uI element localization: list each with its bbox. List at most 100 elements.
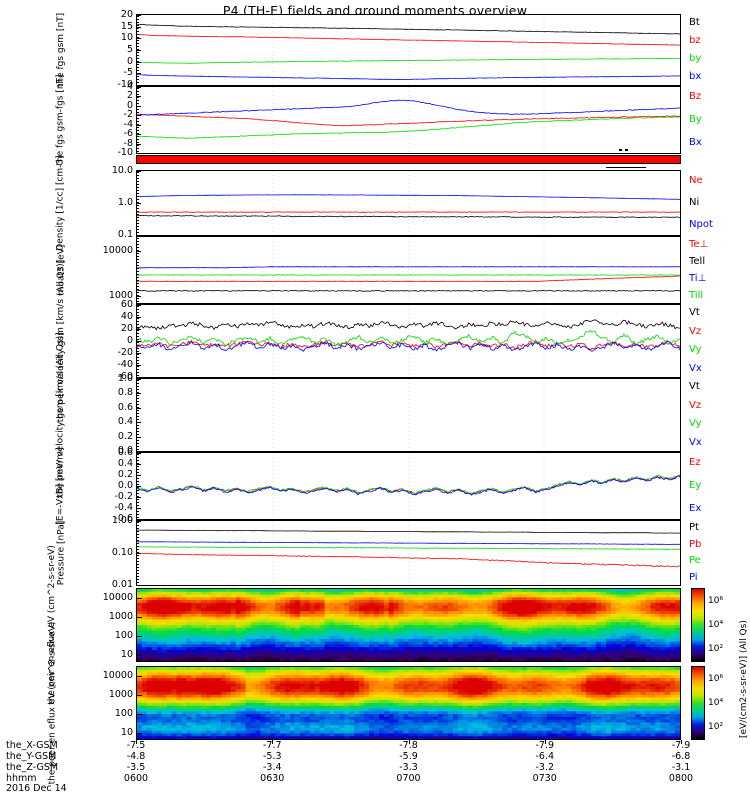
legend-item-vz: Vz: [689, 326, 702, 337]
colorbar-peir-en-eflux: [691, 588, 705, 662]
panel-efield: [136, 452, 681, 520]
ylabel-efield: [E=-VxB] [mV/m]: [56, 447, 67, 525]
ytick-peer-velocity: 0.2: [117, 430, 133, 442]
ytick-mark: [136, 87, 141, 88]
ytick-fgs-gsm-minus-fgs: -4: [123, 118, 133, 130]
panel-density: [136, 170, 681, 236]
ytick-fgs-gsm: 5: [126, 44, 133, 55]
series-bz: [137, 34, 680, 46]
ytick-fgs-gsm: 15: [120, 20, 133, 32]
xaxis-value: -7.9: [671, 740, 691, 751]
spectrogram-peir-en-eflux: [136, 588, 681, 662]
series-ti⊥: [137, 266, 680, 269]
ytick-mark: [136, 379, 141, 380]
ytick-mark: [136, 15, 141, 16]
legend-item-tell: Tell: [689, 256, 706, 267]
ytick-fgs-gsm: -5: [123, 67, 133, 79]
ytick-fgs-gsm-minus-fgs: -8: [123, 137, 133, 149]
xaxis-value: -5.9: [399, 751, 418, 762]
legend-item-ex: Ex: [689, 503, 702, 514]
xtick-mark: [681, 740, 682, 744]
ytick-efield: -0.4: [114, 502, 133, 513]
ytick-peer-en-eflux: 1000: [108, 689, 133, 701]
legend-item-till: Till: [689, 290, 704, 301]
ytick-peer-en-eflux: 10: [120, 727, 133, 739]
xaxis-value: -7.8: [399, 740, 418, 751]
xaxis-value: -7.5: [126, 740, 146, 751]
legend-item-by: By: [689, 114, 702, 125]
series-pi: [137, 541, 680, 545]
legend-item-by: by: [689, 53, 702, 64]
legend-item-ni: Ni: [689, 197, 700, 208]
ytick-peir-velocity: -20: [117, 347, 133, 358]
ytick-peer-velocity: 0.8: [117, 387, 133, 399]
ytick-minor-ladder: [136, 452, 140, 520]
ytick-fgs-gsm: 10: [120, 32, 133, 44]
xaxis-value: -6.4: [535, 751, 555, 762]
legend-item-pb: Pb: [689, 539, 702, 550]
series-vy: [137, 329, 680, 347]
series-vt: [137, 319, 680, 331]
xaxis-value: -3.2: [535, 762, 555, 773]
ytick-mark: [136, 553, 141, 554]
ytick-peir-velocity: -60: [117, 371, 133, 382]
series-pt: [137, 529, 680, 534]
legend-item-pi: Pi: [689, 572, 698, 583]
ylabel-peer-en-eflux: the peer en eflux eV (cm^2-s-sr-eV): [47, 621, 57, 785]
ytick-mark: [136, 497, 141, 498]
ytick-mark: [136, 38, 141, 40]
xtick-mark: [272, 740, 274, 744]
legend-item-vz: Vz: [689, 400, 702, 411]
ytick-fgs-gsm: 20: [120, 9, 133, 20]
status-underline: [606, 167, 646, 168]
ytick-fgs-gsm-minus-fgs: -10: [117, 147, 133, 158]
ytick-minor-ladder: [136, 378, 140, 452]
colorbar-peer-en-eflux: [691, 666, 705, 740]
series-ne: [137, 211, 680, 213]
panel-fgs-gsm: [136, 14, 681, 86]
legend-item-bx: Bx: [689, 137, 702, 148]
legend-item-ey: Ey: [689, 480, 702, 491]
ytick-mark: [136, 486, 141, 487]
panel-peer-velocity: [136, 378, 681, 452]
ytick-mark: [136, 235, 141, 236]
colorbar-tick: 10⁴: [708, 620, 724, 630]
panel-temperature: [136, 236, 681, 304]
ytick-peer-velocity: 0.0: [117, 445, 133, 456]
ytick-mark: [136, 733, 142, 735]
legend-item-vt: Vt: [689, 381, 700, 392]
ytick-mark: [136, 655, 142, 657]
series-bt: [137, 23, 680, 35]
ytick-mark: [136, 26, 141, 28]
ytick-peir-en-eflux: 100: [114, 630, 133, 642]
xaxis-row-label-the-z-gsm: the_Z-GSM: [6, 762, 59, 773]
ytick-pressure: 1.00: [111, 515, 133, 526]
ytick-mark: [136, 598, 142, 600]
ylabel-peer-velocity: the peer velocity gsm [km/s (All Qs)]: [56, 332, 67, 498]
ytick-mark: [136, 695, 142, 697]
legend-item-vx: Vx: [689, 437, 702, 448]
panel-fgs-gsm-minus-fgs: [136, 86, 681, 154]
ytick-mark: [136, 203, 141, 204]
series-ex: [137, 475, 680, 496]
ytick-mark: [136, 353, 141, 354]
ytick-mark: [136, 451, 141, 452]
xaxis-row-label-the-y-gsm: the_Y-GSM: [6, 751, 57, 762]
ytick-mark: [136, 341, 141, 342]
ytick-peer-en-eflux: 100: [114, 708, 133, 720]
ytick-mark: [136, 464, 141, 465]
xaxis-value: 0630: [260, 773, 285, 784]
colorbar-tick: 10²: [708, 722, 724, 732]
series-by: [137, 116, 680, 139]
ytick-peer-en-eflux: 10000: [102, 670, 133, 682]
date-label: 2016 Dec 14: [6, 783, 67, 794]
xtick-mark: [408, 740, 410, 744]
series-ni: [137, 214, 680, 219]
legend-item-bt: Bt: [689, 17, 700, 28]
panel-pressure: [136, 520, 681, 586]
legend-item-bz: Bz: [689, 91, 702, 102]
ytick-fgs-gsm: 0: [126, 55, 133, 67]
ytick-peir-velocity: 60: [120, 299, 133, 310]
xaxis-value: -3.5: [126, 762, 146, 773]
